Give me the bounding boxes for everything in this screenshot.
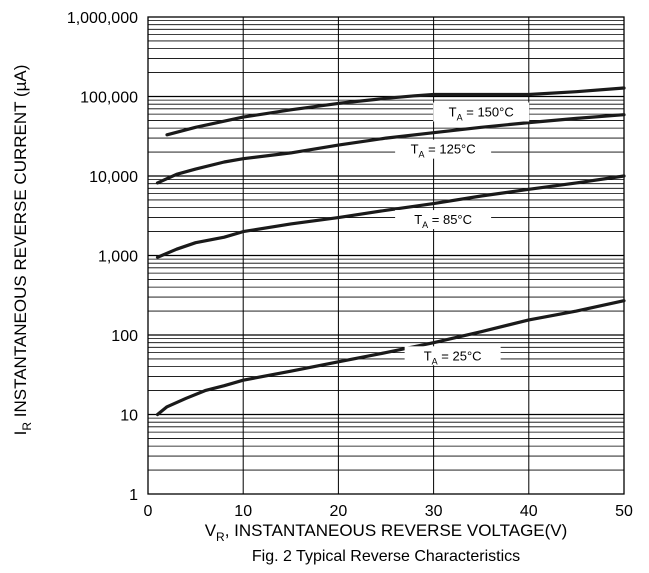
curve-label-bg (404, 346, 501, 366)
curve-label: TA = 150°C (449, 104, 514, 122)
y-axis-label: IR INSTANTANEOUS REVERSE CURRENT (µA) (11, 65, 34, 436)
x-label-symbol: V (205, 521, 217, 540)
x-tick-label: 40 (520, 503, 538, 520)
plot-frame (147, 16, 625, 495)
curve-labels: TA = 150°C TA = 125°C TA = 85°C TA = 25°C (395, 102, 530, 366)
x-tick-label: 10 (234, 503, 252, 520)
curve-label-bg (433, 102, 530, 122)
x-tick-label: 0 (144, 503, 153, 520)
x-tick-label: 30 (425, 503, 443, 520)
series-25c (155, 299, 626, 417)
x-label-text: , INSTANTANEOUS REVERSE VOLTAGE(V) (225, 521, 568, 540)
x-axis-label: VR, INSTANTANEOUS REVERSE VOLTAGE(V) (205, 521, 568, 544)
series-85c (155, 174, 626, 259)
y-tick-label: 10 (120, 408, 138, 425)
y-label-text: INSTANTANEOUS REVERSE CURRENT (µA) (11, 65, 30, 422)
series-125c (155, 113, 626, 185)
curve-label: TA = 25°C (424, 348, 482, 366)
figure-caption: Fig. 2 Typical Reverse Characteristics (252, 548, 520, 565)
x-tick-label: 20 (330, 503, 348, 520)
y-tick-labels: 1 10 100 1,000 10,000 100,000 1,000,000 (67, 10, 138, 504)
x-label-subscript: R (216, 530, 225, 544)
y-label-symbol: I (11, 431, 30, 436)
series-150c (165, 86, 626, 137)
x-tick-label: 50 (615, 503, 633, 520)
y-tick-label: 1,000 (98, 249, 138, 266)
x-tick-labels: 0 10 20 30 40 50 (144, 503, 633, 520)
curve-label-bg (395, 139, 492, 159)
y-tick-label: 100 (111, 328, 138, 345)
y-label-subscript: R (20, 422, 34, 431)
curve-label-bg (395, 210, 492, 230)
series-layer (155, 86, 626, 417)
curve-label: TA = 85°C (414, 212, 472, 230)
curve-label: TA = 125°C (411, 142, 476, 160)
y-tick-label: 1 (129, 487, 138, 504)
y-tick-label: 1,000,000 (67, 10, 138, 27)
y-tick-label: 10,000 (89, 169, 138, 186)
grid (148, 17, 624, 494)
y-tick-label: 100,000 (80, 90, 138, 107)
